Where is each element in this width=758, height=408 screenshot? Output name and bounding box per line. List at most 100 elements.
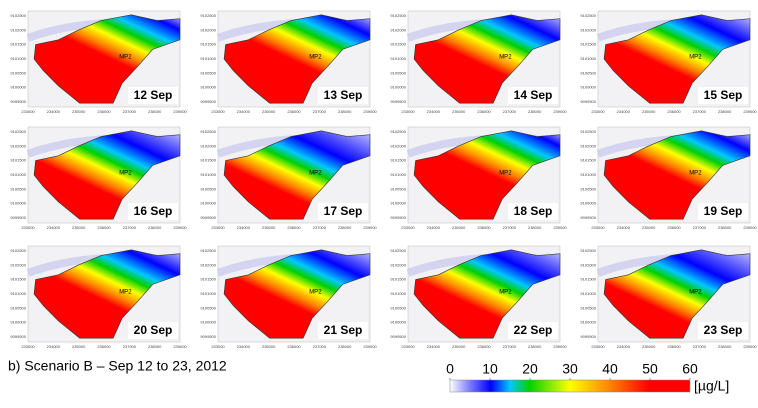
x-tick-label: 235000: [642, 344, 656, 349]
y-tick-label: 9102500: [390, 248, 406, 253]
x-tick-label: 233000: [401, 344, 415, 349]
x-tick-label: 238000: [718, 344, 732, 349]
x-tick-label: 234000: [617, 225, 631, 230]
y-tick-label: 9100000: [10, 85, 26, 90]
y-tick-label: 9101000: [10, 56, 26, 61]
y-tick-label: 9100000: [10, 320, 26, 325]
x-tick-label: 238000: [718, 225, 732, 230]
colorbar-tick-label: 60: [682, 361, 698, 377]
x-tick-label: 236000: [477, 344, 491, 349]
map-panel: MP2 23 Sep 9102500 9102000 9101500 9101000 910…: [580, 245, 757, 349]
y-tick-label: 9101500: [10, 42, 26, 47]
y-tick-label: 9101000: [200, 291, 216, 296]
x-tick-label: 237000: [313, 109, 327, 114]
station-label: MP2: [499, 290, 512, 296]
x-tick-label: 235000: [642, 225, 656, 230]
date-box: [698, 322, 748, 339]
y-tick-label: 9100500: [200, 305, 216, 310]
y-tick-label: 9102500: [580, 13, 596, 18]
x-tick-label: 237000: [693, 225, 707, 230]
y-tick-label: 9100000: [200, 201, 216, 206]
y-tick-label: 9099500: [390, 334, 406, 339]
y-tick-label: 9100500: [580, 186, 596, 191]
y-tick-label: 9102500: [10, 248, 26, 253]
x-tick-label: 235000: [72, 109, 86, 114]
date-label: 21 Sep: [324, 323, 363, 337]
plume: [33, 130, 181, 220]
caption: b) Scenario B – Sep 12 to 23, 2012: [8, 358, 227, 374]
date-label: 12 Sep: [134, 88, 173, 102]
y-tick-label: 9099500: [10, 215, 26, 220]
colorbar-unit: [µg/L]: [694, 378, 729, 394]
x-tick-label: 234000: [617, 344, 631, 349]
map-panel: MP2 19 Sep 9102500 9102000 9101500 9101000 910…: [580, 126, 757, 230]
plume: [603, 130, 751, 220]
x-tick-label: 236000: [97, 344, 111, 349]
x-tick-label: 235000: [452, 225, 466, 230]
colorbar-tick-label: 30: [562, 361, 578, 377]
x-tick-label: 238000: [148, 344, 162, 349]
x-tick-label: 234000: [237, 225, 251, 230]
y-tick-label: 9102000: [580, 27, 596, 32]
y-tick-label: 9100500: [200, 70, 216, 75]
colorbar-tick-label: 40: [602, 361, 618, 377]
y-tick-label: 9101500: [580, 42, 596, 47]
y-tick-label: 9099500: [200, 215, 216, 220]
x-tick-label: 236000: [97, 225, 111, 230]
y-tick-label: 9102000: [10, 27, 26, 32]
date-box: [698, 203, 748, 220]
x-tick-label: 238000: [338, 344, 352, 349]
x-tick-label: 234000: [47, 109, 61, 114]
x-tick-label: 238000: [528, 109, 542, 114]
y-tick-label: 9099500: [10, 99, 26, 104]
y-tick-label: 9102000: [10, 143, 26, 148]
x-tick-label: 237000: [313, 344, 327, 349]
x-tick-label: 233000: [21, 344, 35, 349]
plume: [413, 130, 561, 220]
y-tick-label: 9102000: [200, 143, 216, 148]
x-tick-label: 238000: [338, 225, 352, 230]
y-tick-label: 9099500: [10, 334, 26, 339]
x-tick-label: 236000: [477, 109, 491, 114]
x-tick-label: 235000: [262, 344, 276, 349]
x-tick-label: 239000: [743, 109, 757, 114]
y-tick-label: 9101000: [390, 291, 406, 296]
y-tick-label: 9101000: [580, 291, 596, 296]
x-tick-label: 237000: [503, 344, 517, 349]
y-tick-label: 9101000: [10, 291, 26, 296]
date-box: [128, 203, 178, 220]
y-tick-label: 9101500: [200, 277, 216, 282]
y-tick-label: 9101500: [200, 42, 216, 47]
x-tick-label: 237000: [123, 109, 137, 114]
plume: [413, 14, 561, 104]
x-tick-label: 239000: [363, 109, 377, 114]
x-tick-label: 233000: [211, 344, 225, 349]
y-tick-label: 9102000: [580, 262, 596, 267]
y-tick-label: 9101000: [390, 172, 406, 177]
y-tick-label: 9101000: [10, 172, 26, 177]
x-tick-label: 239000: [743, 225, 757, 230]
y-tick-label: 9099500: [580, 215, 596, 220]
y-tick-label: 9100500: [580, 70, 596, 75]
y-tick-label: 9100500: [10, 70, 26, 75]
x-tick-label: 234000: [427, 344, 441, 349]
y-tick-label: 9100500: [10, 305, 26, 310]
x-tick-label: 237000: [123, 344, 137, 349]
y-tick-label: 9101000: [390, 56, 406, 61]
station-label: MP2: [119, 290, 132, 296]
date-label: 22 Sep: [514, 323, 553, 337]
colorbar-tick-label: 0: [446, 361, 454, 377]
x-tick-label: 235000: [642, 109, 656, 114]
x-tick-label: 239000: [553, 344, 567, 349]
date-box: [508, 203, 558, 220]
date-label: 14 Sep: [514, 88, 553, 102]
x-tick-label: 237000: [503, 225, 517, 230]
x-tick-label: 233000: [21, 109, 35, 114]
y-tick-label: 9100000: [390, 320, 406, 325]
x-tick-label: 233000: [591, 344, 605, 349]
y-tick-label: 9100500: [580, 305, 596, 310]
map-panel: MP2 22 Sep 9102500 9102000 9101500 9101000 910…: [390, 245, 567, 349]
date-box: [698, 87, 748, 104]
x-tick-label: 236000: [667, 109, 681, 114]
